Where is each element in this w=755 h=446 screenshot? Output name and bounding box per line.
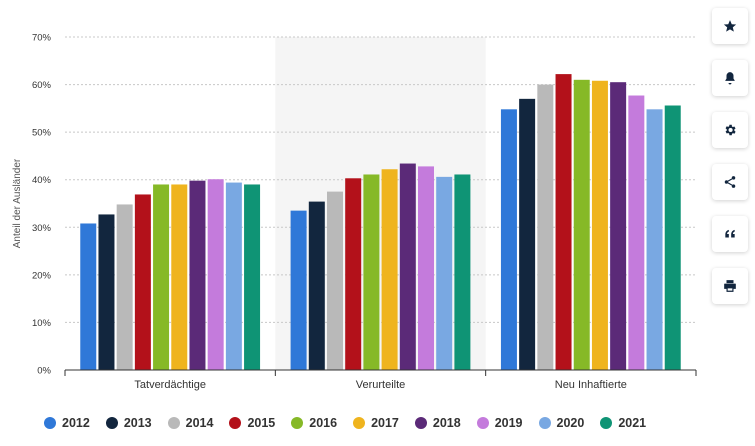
y-tick-label: 10% (32, 318, 52, 329)
legend-label: 2018 (432, 416, 461, 430)
legend-label: 2013 (123, 416, 152, 430)
bar-2020-0 (225, 182, 242, 370)
bar-2021-2 (664, 105, 681, 370)
bar-2017-1 (381, 169, 398, 370)
x-tick-label: Neu Inhaftierte (555, 379, 627, 391)
chart-toolbar (712, 8, 748, 320)
bar-2012-1 (290, 210, 307, 370)
legend-swatch (600, 417, 613, 429)
share-icon (724, 176, 736, 188)
legend-item[interactable]: 2013 (105, 416, 152, 430)
print-button[interactable] (712, 268, 748, 304)
legend-label: 2019 (494, 416, 523, 430)
y-tick-label: 70% (32, 33, 52, 44)
legend-item[interactable]: 2019 (476, 416, 523, 430)
legend-swatch (476, 417, 489, 429)
legend-swatch (353, 417, 366, 429)
y-tick-label: 20% (32, 270, 52, 281)
legend-swatch (538, 417, 551, 429)
bar-chart: 0% 10% 20% 30% 40% 50% 60% 70% Anteil der Auslän… (12, 33, 697, 391)
gear-icon (725, 124, 736, 136)
bar-2016-1 (363, 174, 380, 370)
bar-2013-1 (308, 201, 325, 370)
bar-2016-2 (573, 79, 590, 371)
notification-button[interactable] (712, 60, 748, 96)
legend-item[interactable]: 2017 (353, 416, 399, 430)
legend-item[interactable]: 2012 (44, 416, 90, 430)
y-tick-label: 30% (32, 223, 52, 234)
chart-legend: 2012 2013 2014 2015 2016 2017 2018 2019 2020 2021 (44, 416, 662, 430)
category-band (275, 37, 486, 370)
bar-2019-1 (418, 166, 434, 370)
share-button[interactable] (712, 164, 748, 200)
legend-swatch (414, 417, 427, 429)
bar-2017-0 (171, 184, 188, 370)
legend-item[interactable]: 2014 (167, 416, 214, 430)
settings-button[interactable] (712, 112, 748, 148)
bell-icon (725, 72, 735, 85)
legend-item[interactable]: 2018 (414, 416, 461, 430)
bar-2015-1 (345, 178, 362, 370)
bar-2013-0 (98, 214, 115, 370)
bar-2015-2 (555, 74, 572, 370)
bar-2019-2 (628, 95, 645, 371)
bar-2021-1 (454, 174, 471, 370)
bar-2014-1 (327, 191, 343, 370)
legend-item[interactable]: 2016 (291, 416, 337, 430)
y-tick-label: 40% (32, 175, 52, 186)
bar-2020-1 (436, 176, 453, 370)
bar-2012-2 (500, 109, 517, 371)
bar-2016-0 (153, 184, 170, 370)
favorite-button[interactable] (712, 8, 748, 44)
legend-swatch (291, 417, 304, 429)
legend-swatch (105, 417, 118, 429)
bar-2017-2 (591, 80, 608, 370)
print-icon (724, 280, 736, 292)
bar-2015-0 (134, 194, 151, 370)
bar-2018-0 (189, 180, 206, 370)
bar-2019-0 (207, 179, 224, 370)
bar-2021-0 (244, 184, 261, 370)
x-tick-label: Verurteilte (356, 379, 406, 391)
legend-swatch (167, 417, 180, 429)
bar-2014-2 (537, 84, 554, 371)
quote-icon (725, 229, 735, 238)
legend-label: 2021 (618, 416, 647, 430)
legend-label: 2016 (309, 416, 338, 430)
legend-swatch (229, 417, 242, 429)
legend-item[interactable]: 2021 (600, 416, 646, 430)
y-axis-title: Anteil der Ausländer (12, 158, 23, 248)
legend-label: 2012 (62, 416, 90, 430)
bar-2013-2 (519, 98, 536, 370)
legend-label: 2017 (371, 416, 399, 430)
y-tick-label: 0% (37, 366, 51, 377)
y-tick-label: 60% (32, 80, 52, 91)
legend-label: 2020 (556, 416, 585, 430)
legend-label: 2015 (247, 416, 276, 430)
bar-2018-1 (399, 163, 416, 370)
star-icon (723, 20, 737, 32)
legend-item[interactable]: 2020 (538, 416, 585, 430)
x-tick-label: Tatverdächtige (134, 379, 206, 391)
legend-label: 2014 (185, 416, 214, 430)
bar-2012-0 (80, 223, 97, 370)
bar-2018-2 (610, 82, 627, 370)
bar-2020-2 (646, 109, 663, 371)
y-tick-label: 50% (32, 128, 52, 139)
cite-button[interactable] (712, 216, 748, 252)
bar-2014-0 (116, 204, 133, 370)
legend-item[interactable]: 2015 (229, 416, 275, 430)
legend-swatch (44, 417, 56, 429)
